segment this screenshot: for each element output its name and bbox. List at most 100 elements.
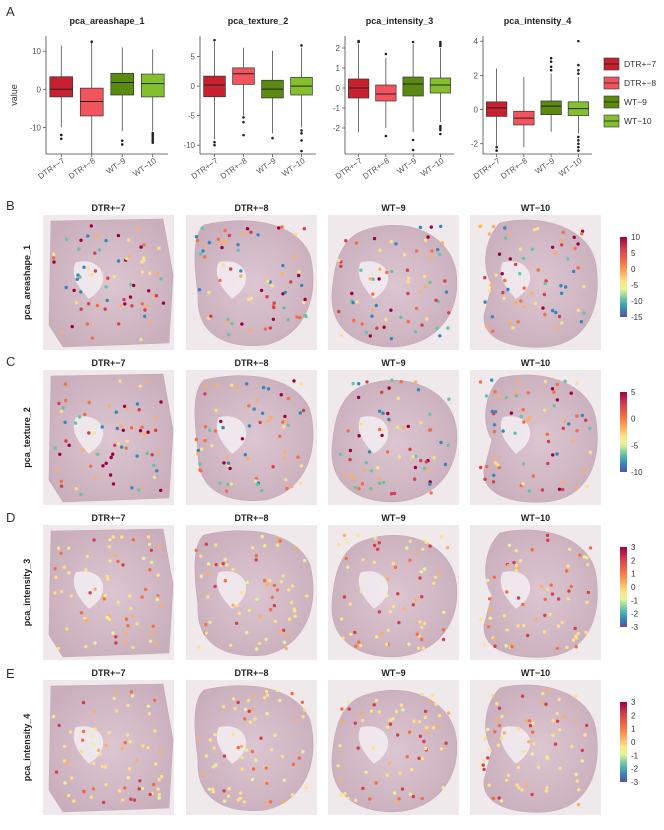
cell-spot [151, 782, 156, 787]
outlier-point [549, 65, 553, 69]
box [402, 76, 424, 97]
cell-spot [439, 440, 443, 445]
cell-spot [443, 462, 448, 467]
outlier-point [577, 63, 580, 67]
cell-spot [81, 729, 86, 734]
cell-spot [483, 276, 487, 280]
tissue-section [331, 380, 458, 503]
colorbar-tick-label: 2 [631, 556, 636, 565]
cell-spot [141, 486, 145, 490]
cell-spot [72, 288, 76, 293]
x-tick-label: WT−9 [533, 156, 556, 176]
cell-spot [302, 300, 306, 305]
cell-spot [275, 588, 280, 592]
cell-spot [408, 539, 413, 544]
cell-spot [106, 577, 110, 581]
y-tick-label: 0 [474, 106, 479, 115]
cell-spot [235, 603, 239, 608]
cell-spot [574, 772, 578, 777]
cell-spot [239, 274, 243, 278]
cell-spot [503, 278, 507, 283]
cell-spot [486, 756, 490, 760]
cell-spot [91, 787, 96, 791]
cell-spot [298, 315, 302, 320]
cell-spot [254, 476, 259, 481]
cell-spot [527, 740, 531, 744]
cell-spot [277, 226, 281, 230]
cell-spot [196, 737, 200, 741]
cell-spot [425, 725, 429, 730]
outlier-point [439, 124, 442, 128]
cell-spot [539, 700, 544, 704]
cell-spot [148, 568, 152, 572]
cell-spot [401, 708, 405, 712]
cell-spot [438, 252, 442, 256]
tissue-tile: DTR+−8 [186, 513, 317, 660]
cell-spot [286, 588, 291, 592]
tissue-section [331, 225, 458, 348]
y-tick-label: 2 [336, 44, 341, 53]
cell-spot [561, 230, 565, 234]
cell-spot [387, 761, 391, 765]
cell-spot [293, 609, 297, 613]
cell-spot [159, 400, 163, 404]
cell-spot [281, 574, 285, 578]
cell-spot [260, 534, 264, 539]
colorbar-tick-label: -1 [631, 596, 639, 605]
cell-spot [479, 617, 483, 621]
cell-spot [92, 709, 97, 714]
y-tick-label: -2 [333, 124, 341, 133]
tissue-tile: DTR+−8 [186, 358, 317, 505]
cell-spot [414, 306, 419, 311]
cell-spot [484, 324, 489, 328]
cell-spot [263, 327, 268, 331]
cell-spot [146, 430, 150, 434]
cell-spot [260, 411, 265, 415]
outlier-point [549, 56, 553, 60]
cell-spot [357, 640, 361, 644]
colorbar-tick-label: 0 [631, 583, 636, 592]
outlier-point [439, 42, 442, 46]
cell-spot [122, 404, 127, 408]
cell-spot [514, 568, 518, 573]
cell-spot [387, 386, 391, 390]
cell-spot [282, 778, 287, 782]
cell-spot [218, 278, 222, 283]
cell-spot [369, 709, 374, 713]
spatial-row-pca_intensity_3: pca_intensity_3 DTR+−7 DTR+−8 WT−9 WT−10 3 2 1 0… [22, 513, 639, 660]
cell-spot [357, 382, 361, 386]
cell-spot [372, 543, 377, 548]
cell-spot [516, 566, 520, 570]
cell-spot [135, 622, 139, 626]
cell-spot [576, 803, 581, 807]
cell-spot [556, 624, 561, 628]
tissue-section [48, 373, 174, 503]
cell-spot [142, 243, 146, 247]
cell-spot [405, 268, 410, 272]
cell-spot [576, 266, 580, 270]
cell-spot [359, 643, 363, 648]
cell-spot [549, 583, 553, 587]
cell-spot [486, 578, 490, 582]
cell-spot [557, 697, 561, 702]
cell-spot [543, 281, 547, 286]
cell-spot [251, 767, 256, 771]
cell-spot [221, 562, 225, 566]
cell-spot [435, 326, 439, 330]
cell-spot [348, 457, 352, 462]
cell-spot [233, 706, 237, 711]
cell-spot [530, 752, 535, 756]
cell-spot [283, 290, 287, 295]
colorbar-tick-label: -10 [631, 297, 643, 306]
cell-spot [571, 269, 576, 274]
cell-spot [206, 595, 210, 599]
cell-spot [100, 764, 105, 769]
cell-spot [86, 234, 90, 238]
cell-spot [527, 489, 531, 493]
cell-spot [376, 466, 380, 470]
cell-spot [578, 553, 582, 557]
cell-spot [552, 404, 556, 408]
tissue-section [48, 528, 174, 658]
cell-spot [423, 238, 428, 242]
cell-spot [541, 691, 545, 696]
